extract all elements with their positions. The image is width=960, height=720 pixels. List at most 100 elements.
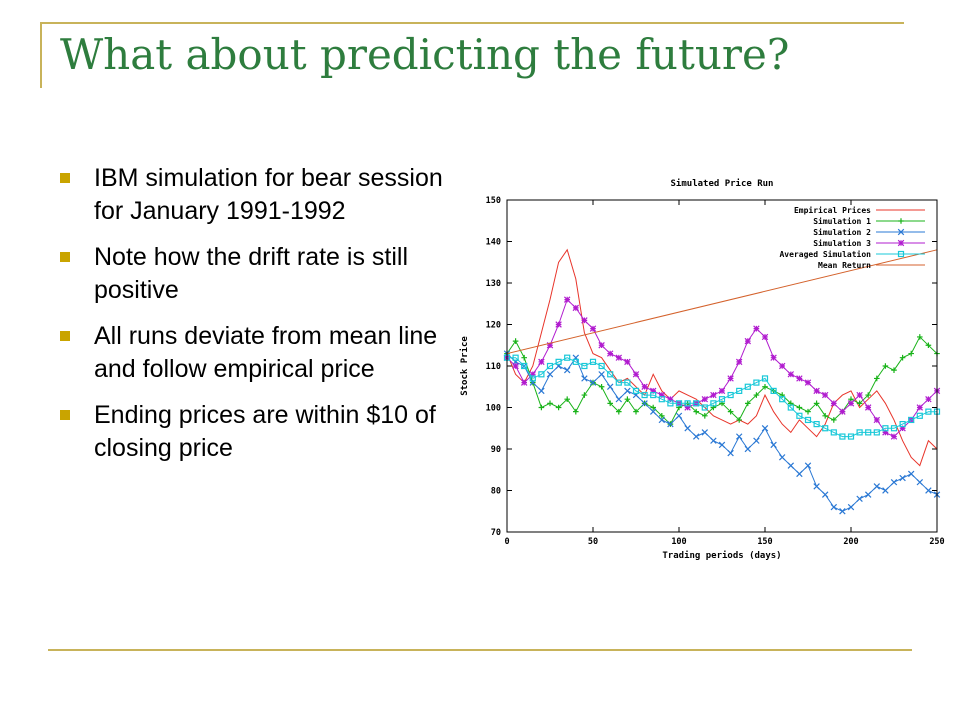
- data-point: [512, 362, 519, 370]
- data-point: [718, 396, 726, 403]
- data-point: [727, 449, 734, 457]
- data-point: [882, 487, 889, 494]
- data-point: [649, 387, 657, 395]
- data-point: [778, 362, 786, 370]
- data-point: [727, 375, 734, 382]
- x-tick-label: 50: [588, 537, 598, 547]
- data-point: [607, 400, 613, 407]
- bullet-text: Note how the drift rate is still positiv…: [94, 243, 409, 304]
- data-point: [701, 429, 709, 436]
- data-point: [701, 404, 708, 411]
- data-point: [874, 375, 880, 382]
- data-point: [529, 371, 537, 378]
- data-point: [598, 362, 605, 370]
- data-point: [762, 383, 768, 390]
- y-tick-label: 90: [491, 445, 501, 455]
- legend-label: Averaged Simulation: [779, 249, 871, 259]
- data-point: [899, 421, 906, 428]
- data-point: [753, 392, 760, 398]
- data-point: [753, 379, 760, 386]
- data-point: [581, 375, 588, 382]
- data-point: [865, 429, 872, 436]
- data-point: [512, 354, 519, 361]
- data-point: [701, 395, 709, 403]
- data-point: [658, 391, 666, 399]
- data-point: [650, 404, 656, 411]
- data-point: [873, 429, 880, 436]
- data-point: [779, 396, 786, 403]
- data-point: [710, 437, 717, 444]
- data-point: [744, 337, 752, 345]
- data-point: [908, 350, 914, 357]
- data-point: [770, 387, 777, 394]
- data-point: [555, 321, 562, 328]
- data-point: [830, 400, 838, 407]
- data-point: [538, 387, 545, 395]
- data-point: [856, 495, 863, 503]
- data-point: [736, 417, 742, 423]
- legend-marker: [897, 250, 905, 258]
- data-point: [555, 358, 562, 365]
- data-point: [555, 404, 562, 411]
- series-line: [506, 248, 938, 467]
- data-point: [813, 400, 820, 407]
- data-point: [658, 396, 665, 403]
- data-point: [847, 400, 855, 407]
- data-point: [864, 404, 872, 411]
- data-point: [899, 354, 906, 361]
- data-point: [641, 400, 648, 407]
- bullet-text: All runs deviate from mean line and foll…: [94, 322, 438, 383]
- price-chart: Simulated Price Run Trading periods (days…: [459, 178, 945, 561]
- data-point: [727, 408, 734, 415]
- x-tick-label: 100: [671, 537, 686, 547]
- data-point: [796, 375, 803, 382]
- data-point: [572, 358, 579, 365]
- data-point: [589, 325, 597, 332]
- data-point: [761, 425, 769, 432]
- data-point: [547, 400, 553, 407]
- data-point: [624, 379, 631, 386]
- data-point: [581, 362, 588, 370]
- slide-title: What about predicting the future?: [60, 30, 790, 79]
- bullet-item: Ending prices are within $10 of closing …: [60, 399, 455, 464]
- y-tick-label: 80: [491, 487, 501, 497]
- data-point: [521, 354, 527, 361]
- data-point: [821, 391, 829, 399]
- x-tick-label: 0: [504, 537, 509, 547]
- legend-label: Empirical Prices: [794, 205, 871, 215]
- x-tick-label: 200: [843, 537, 858, 547]
- data-point: [770, 354, 777, 361]
- series-line: [506, 336, 938, 425]
- data-point: [787, 371, 795, 378]
- data-point: [606, 383, 614, 390]
- y-tick-label: 150: [486, 196, 501, 206]
- data-point: [831, 417, 837, 423]
- data-point: [847, 503, 855, 511]
- data-point: [856, 400, 863, 407]
- data-point: [736, 387, 743, 394]
- bullet-list: IBM simulation for bear session for Janu…: [60, 162, 455, 478]
- data-point: [753, 437, 760, 444]
- data-point: [916, 412, 923, 419]
- data-point: [649, 408, 657, 415]
- legend-marker: [898, 218, 904, 224]
- data-point: [899, 425, 906, 432]
- data-point: [563, 296, 571, 303]
- legend-label: Simulation 2: [813, 227, 871, 237]
- data-point: [839, 508, 846, 515]
- data-point: [632, 387, 640, 394]
- data-point: [925, 408, 932, 415]
- data-point: [615, 379, 622, 386]
- series-line: [506, 298, 938, 438]
- data-point: [633, 408, 639, 415]
- bullet-text: IBM simulation for bear session for Janu…: [94, 164, 443, 225]
- data-point: [925, 395, 932, 403]
- data-point: [675, 400, 683, 407]
- data-point: [710, 391, 717, 399]
- legend-marker: [897, 239, 905, 247]
- data-point: [598, 371, 605, 378]
- data-point: [744, 383, 751, 390]
- data-point: [563, 366, 571, 374]
- data-point: [659, 413, 665, 419]
- data-point: [813, 387, 820, 395]
